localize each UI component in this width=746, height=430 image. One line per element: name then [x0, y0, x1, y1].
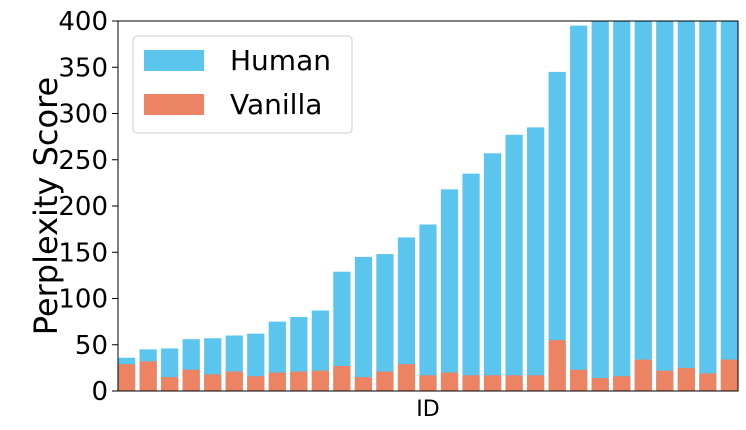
- vanilla-bar-3: [161, 377, 179, 392]
- y-axis-title: Perplexity Score: [27, 77, 65, 335]
- human-bar-22: [570, 25, 588, 392]
- legend-label-human: Human: [230, 44, 331, 77]
- human-bar-11: [333, 271, 351, 391]
- vanilla-bar-25: [634, 359, 652, 391]
- vanilla-bar-21: [548, 340, 566, 392]
- legend-swatch-vanilla: [144, 94, 204, 115]
- vanilla-bar-2: [139, 361, 157, 391]
- y-tick-label: 0: [91, 377, 108, 407]
- vanilla-bar-5: [204, 374, 222, 391]
- x-axis-title: ID: [416, 397, 439, 422]
- vanilla-bar-19: [505, 375, 523, 391]
- vanilla-bar-22: [570, 369, 588, 391]
- vanilla-bar-28: [699, 373, 717, 391]
- vanilla-bar-11: [333, 366, 351, 391]
- vanilla-bar-10: [311, 370, 329, 391]
- y-axis-ticks: 0 50 100 150 200 250 300 350 400: [58, 7, 118, 407]
- y-tick-label: 200: [58, 192, 108, 222]
- human-bars: [118, 21, 738, 392]
- vanilla-bar-20: [527, 375, 545, 391]
- vanilla-bar-9: [290, 371, 308, 391]
- human-bar-24: [613, 21, 631, 391]
- vanilla-bar-18: [483, 375, 502, 391]
- human-bar-12: [354, 256, 373, 392]
- human-bar-21: [548, 71, 566, 392]
- vanilla-bar-8: [268, 372, 286, 391]
- y-tick-label: 400: [58, 7, 108, 37]
- human-bar-20: [527, 127, 545, 392]
- human-bar-26: [656, 21, 674, 391]
- y-tick-label: 150: [58, 238, 108, 268]
- human-bar-29: [720, 21, 738, 391]
- vanilla-bar-12: [354, 377, 373, 392]
- vanilla-bar-7: [247, 376, 265, 391]
- y-tick-label: 300: [58, 100, 108, 130]
- human-bar-15: [419, 224, 437, 391]
- legend: Human Vanilla: [132, 35, 353, 134]
- human-bar-23: [591, 21, 609, 391]
- vanilla-bars: [118, 340, 738, 392]
- human-bar-28: [699, 21, 717, 391]
- vanilla-bar-27: [677, 367, 695, 392]
- legend-label-vanilla: Vanilla: [230, 88, 322, 121]
- vanilla-bar-6: [225, 371, 243, 391]
- human-bar-25: [634, 21, 652, 391]
- human-bar-27: [677, 21, 695, 391]
- y-tick-label: 50: [75, 331, 108, 361]
- vanilla-bar-16: [440, 372, 459, 391]
- human-bar-16: [440, 189, 459, 391]
- vanilla-bar-14: [397, 364, 416, 391]
- y-tick-label: 250: [58, 146, 108, 176]
- human-bar-17: [462, 173, 480, 392]
- vanilla-bar-29: [720, 359, 738, 391]
- human-bar-19: [505, 134, 523, 391]
- vanilla-bar-26: [656, 370, 674, 391]
- vanilla-bar-4: [182, 369, 200, 391]
- human-bar-14: [397, 237, 416, 391]
- y-tick-label: 350: [58, 53, 108, 83]
- vanilla-bar-13: [376, 371, 394, 391]
- vanilla-bar-23: [591, 378, 609, 391]
- vanilla-bar-1: [118, 364, 136, 391]
- y-tick-label: 100: [58, 285, 108, 315]
- vanilla-bar-24: [613, 376, 631, 391]
- vanilla-bar-17: [462, 375, 480, 391]
- human-bar-13: [376, 254, 394, 391]
- legend-swatch-human: [144, 50, 204, 71]
- vanilla-bar-15: [419, 375, 437, 391]
- human-bar-18: [483, 153, 502, 391]
